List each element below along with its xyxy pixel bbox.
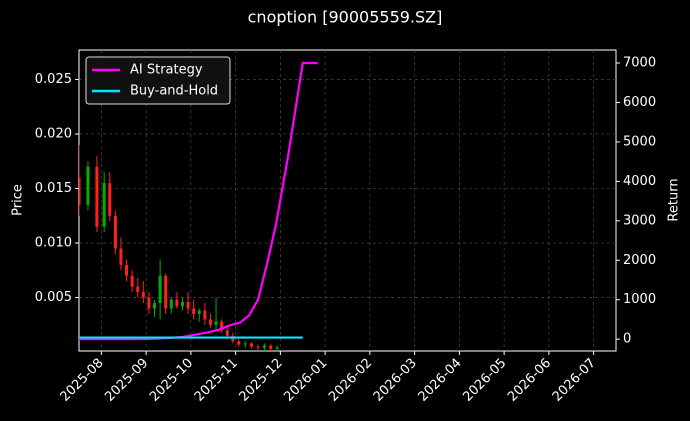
x-tick-label: 2026-03: [371, 356, 420, 405]
y-tick-label: 0.020: [35, 126, 72, 141]
candle-body: [119, 248, 123, 265]
y2-tick-label: 7000: [623, 56, 656, 71]
candle-body: [113, 215, 117, 249]
legend-label: Buy-and-Hold: [130, 84, 218, 99]
legend-box: [85, 56, 231, 105]
candle-body: [225, 330, 229, 336]
y-tick-label: 0.015: [35, 181, 72, 196]
candle-body: [175, 299, 179, 307]
x-tick-label: 2025-09: [102, 356, 151, 405]
candle-body: [275, 347, 279, 349]
y2-tick-label: 2000: [623, 253, 656, 268]
candle-body: [269, 345, 273, 349]
candle-body: [237, 341, 241, 345]
candle-body: [256, 346, 260, 348]
candle-body: [214, 321, 218, 325]
candle-body: [169, 299, 173, 309]
x-tick-label: 2026-01: [281, 356, 330, 405]
y-tick-label: 0.010: [35, 236, 72, 251]
candle-body: [79, 177, 81, 205]
y-tick-label: 0.005: [35, 290, 72, 305]
candle-body: [243, 343, 247, 345]
x-tick-label: 2026-06: [505, 356, 554, 405]
candle-body: [86, 166, 90, 205]
candle-body: [153, 303, 157, 309]
line-series: [79, 61, 318, 341]
x-tick-label: 2025-11: [192, 356, 241, 405]
candle-body: [158, 275, 162, 304]
candle-body: [136, 286, 140, 293]
plot-area: [79, 61, 318, 351]
candle-body: [108, 183, 112, 216]
y2-tick-label: 0: [623, 332, 631, 347]
candle-body: [180, 301, 184, 307]
x-tick-label: 2025-10: [147, 356, 196, 405]
candle-body: [220, 321, 224, 331]
y2-tick-label: 4000: [623, 174, 656, 189]
candle-body: [186, 301, 190, 309]
candle-body: [95, 166, 99, 227]
x-tick-label: 2026-02: [326, 356, 375, 405]
y2-tick-label: 3000: [623, 213, 656, 228]
candle-body: [203, 310, 207, 320]
y-axis-label: Price: [11, 184, 26, 216]
candle-body: [192, 308, 196, 314]
x-tick-label: 2025-12: [237, 356, 286, 405]
legend-label: AI Strategy: [130, 63, 203, 78]
candle-body: [147, 297, 151, 309]
chart-title: cnoption [90005559.SZ]: [248, 8, 443, 27]
x-tick-label: 2025-08: [58, 356, 107, 405]
candle-body: [208, 319, 212, 325]
candle-body: [262, 345, 266, 348]
candle-body: [164, 275, 168, 309]
y2-tick-label: 6000: [623, 95, 656, 110]
x-tick-label: 2026-04: [416, 356, 465, 405]
candle-body: [141, 292, 145, 298]
y2-tick-label: 5000: [623, 134, 656, 149]
y2-tick-label: 1000: [623, 292, 656, 307]
y-tick-label: 0.025: [35, 72, 72, 87]
candle-body: [130, 275, 134, 287]
x-tick-label: 2026-05: [460, 356, 509, 405]
candle-body: [125, 264, 129, 276]
candle-body: [197, 310, 201, 314]
x-tick-label: 2026-07: [550, 356, 599, 405]
candle-body: [102, 183, 106, 227]
y2-axis-label: Return: [667, 178, 682, 221]
candle-body: [250, 343, 254, 347]
